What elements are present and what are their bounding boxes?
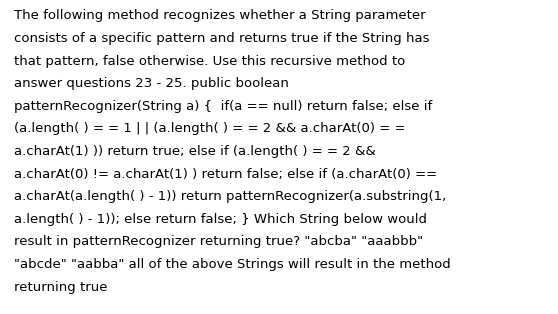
Text: answer questions 23 - 25. public boolean: answer questions 23 - 25. public boolean	[14, 77, 289, 90]
Text: result in patternRecognizer returning true? "abcba" "aaabbb": result in patternRecognizer returning tr…	[14, 236, 423, 248]
Text: a.length( ) - 1)); else return false; } Which String below would: a.length( ) - 1)); else return false; } …	[14, 213, 427, 226]
Text: a.charAt(1) )) return true; else if (a.length( ) = = 2 &&: a.charAt(1) )) return true; else if (a.l…	[14, 145, 376, 158]
Text: (a.length( ) = = 1 | | (a.length( ) = = 2 && a.charAt(0) = =: (a.length( ) = = 1 | | (a.length( ) = = …	[14, 122, 406, 135]
Text: The following method recognizes whether a String parameter: The following method recognizes whether …	[14, 9, 426, 22]
Text: a.charAt(a.length( ) - 1)) return patternRecognizer(a.substring(1,: a.charAt(a.length( ) - 1)) return patter…	[14, 190, 446, 203]
Text: patternRecognizer(String a) {  if(a == null) return false; else if: patternRecognizer(String a) { if(a == nu…	[14, 100, 432, 113]
Text: "abcde" "aabba" all of the above Strings will result in the method: "abcde" "aabba" all of the above Strings…	[14, 258, 451, 271]
Text: a.charAt(0) != a.charAt(1) ) return false; else if (a.charAt(0) ==: a.charAt(0) != a.charAt(1) ) return fals…	[14, 168, 437, 181]
Text: that pattern, false otherwise. Use this recursive method to: that pattern, false otherwise. Use this …	[14, 55, 405, 68]
Text: returning true: returning true	[14, 281, 108, 294]
Text: consists of a specific pattern and returns true if the String has: consists of a specific pattern and retur…	[14, 32, 430, 45]
